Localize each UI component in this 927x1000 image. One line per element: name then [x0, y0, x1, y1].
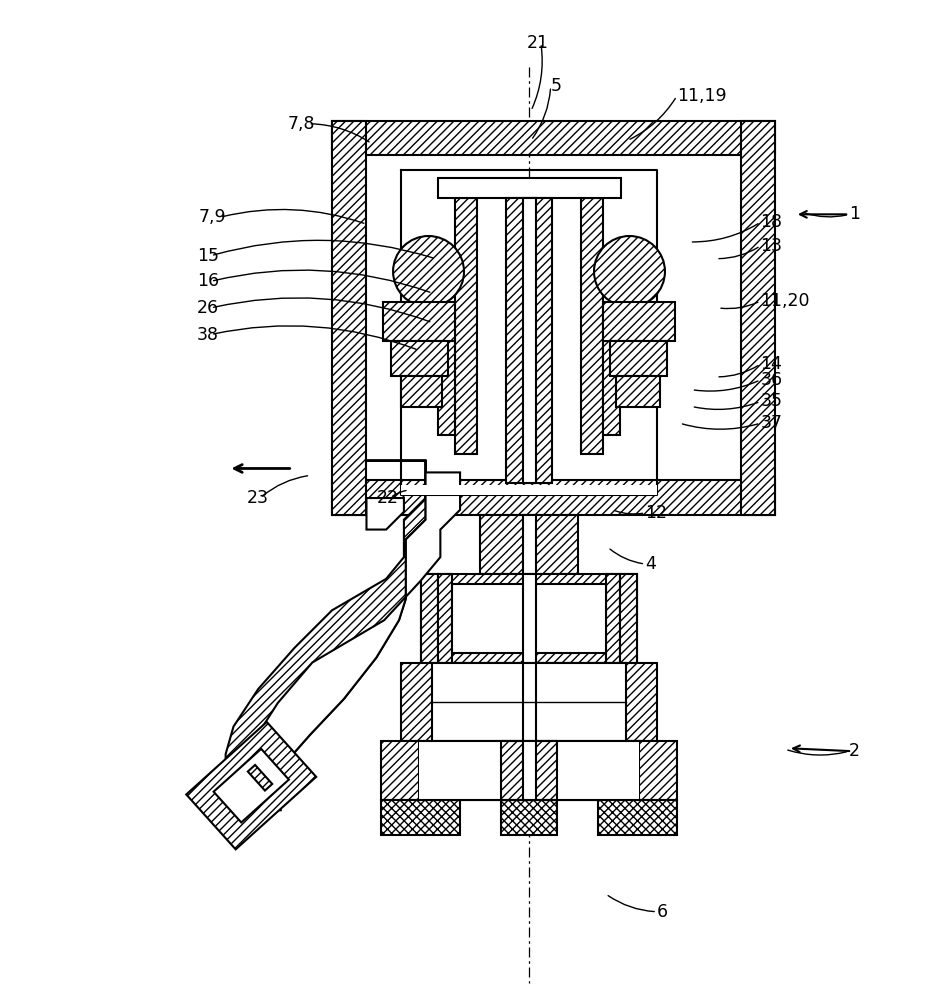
- Bar: [381, 800, 460, 835]
- Bar: [418, 741, 639, 800]
- Polygon shape: [248, 472, 460, 803]
- Text: 4: 4: [644, 555, 655, 573]
- Text: 22: 22: [376, 489, 398, 507]
- Bar: [390, 341, 448, 376]
- Bar: [400, 376, 442, 407]
- Text: 11,19: 11,19: [676, 87, 726, 105]
- Bar: [420, 574, 637, 663]
- Bar: [506, 198, 551, 483]
- Bar: [381, 741, 676, 800]
- Text: 5: 5: [550, 77, 561, 95]
- Bar: [501, 800, 556, 835]
- Text: 21: 21: [527, 34, 549, 52]
- Bar: [400, 485, 656, 495]
- Bar: [420, 574, 438, 663]
- Text: 18: 18: [759, 213, 781, 231]
- Bar: [615, 376, 659, 407]
- Bar: [438, 178, 620, 198]
- Bar: [523, 663, 535, 741]
- Bar: [501, 741, 556, 800]
- Bar: [400, 663, 656, 741]
- Text: 16: 16: [197, 272, 219, 290]
- Text: 26: 26: [197, 299, 219, 317]
- Text: 1: 1: [848, 205, 859, 223]
- Circle shape: [393, 236, 464, 307]
- Polygon shape: [248, 765, 272, 791]
- Bar: [740, 121, 774, 515]
- Bar: [609, 341, 667, 376]
- Bar: [438, 574, 451, 663]
- Bar: [523, 515, 535, 574]
- Text: 15: 15: [197, 247, 219, 265]
- Text: 14: 14: [759, 355, 781, 373]
- Bar: [383, 302, 454, 341]
- Text: 36: 36: [759, 371, 781, 389]
- Polygon shape: [225, 461, 425, 810]
- Bar: [580, 198, 603, 454]
- Bar: [454, 198, 476, 454]
- Circle shape: [593, 236, 665, 307]
- Text: 7,8: 7,8: [287, 115, 315, 133]
- Bar: [332, 121, 774, 155]
- Bar: [523, 741, 535, 800]
- Bar: [523, 574, 535, 663]
- Text: 2: 2: [848, 742, 859, 760]
- Text: 13: 13: [759, 237, 781, 255]
- Bar: [603, 341, 619, 435]
- Bar: [479, 515, 578, 574]
- Bar: [523, 198, 535, 483]
- Text: 38: 38: [197, 326, 219, 344]
- Polygon shape: [186, 722, 316, 849]
- Text: 7,9: 7,9: [198, 208, 226, 226]
- Text: 35: 35: [759, 392, 781, 410]
- Bar: [603, 302, 674, 341]
- Text: 11,20: 11,20: [759, 292, 809, 310]
- Bar: [332, 480, 774, 515]
- Text: 12: 12: [644, 504, 667, 522]
- Bar: [597, 800, 676, 835]
- Bar: [451, 584, 605, 653]
- Bar: [432, 663, 625, 741]
- Bar: [605, 574, 619, 663]
- Polygon shape: [366, 498, 403, 530]
- Bar: [332, 121, 366, 515]
- Text: 37: 37: [759, 414, 781, 432]
- Bar: [619, 574, 637, 663]
- Text: 6: 6: [656, 903, 667, 921]
- Bar: [438, 341, 454, 435]
- Polygon shape: [213, 749, 288, 822]
- Text: 23: 23: [246, 489, 268, 507]
